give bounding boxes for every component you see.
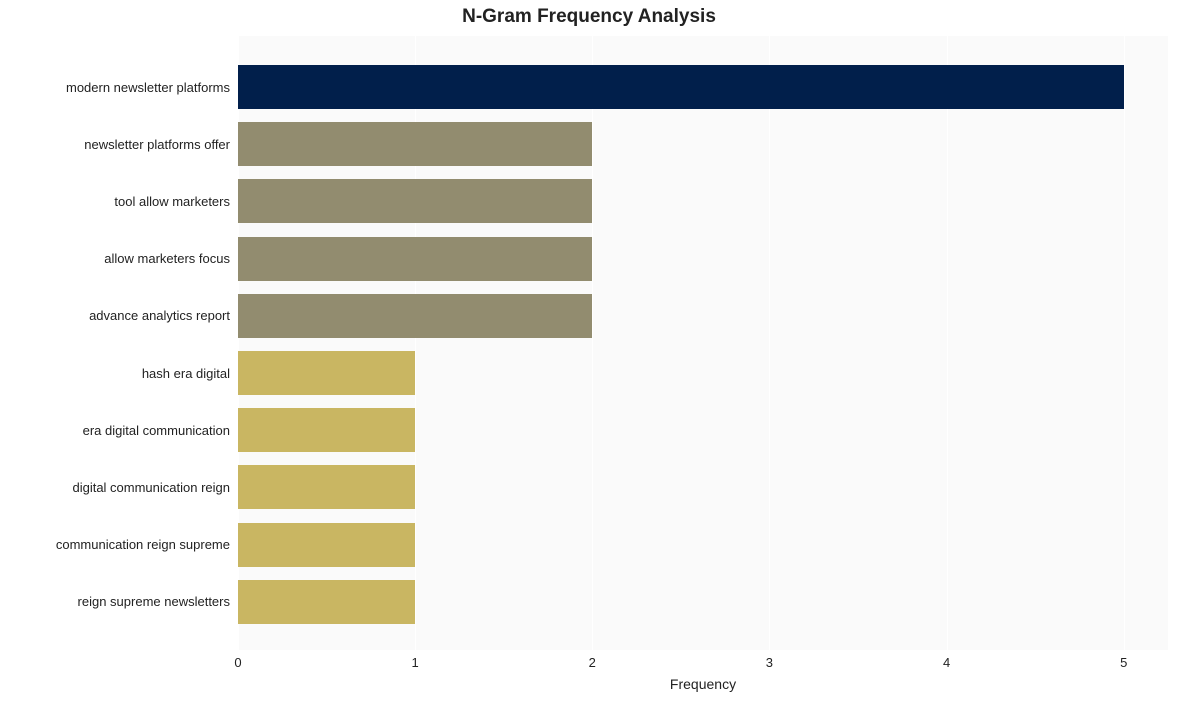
bar	[238, 351, 415, 395]
x-tick-label: 1	[412, 655, 419, 670]
bar	[238, 523, 415, 567]
bar	[238, 65, 1124, 109]
bar	[238, 580, 415, 624]
y-tick-label: tool allow marketers	[0, 179, 230, 223]
grid-line	[769, 36, 770, 650]
x-axis-label: Frequency	[238, 676, 1168, 692]
y-tick-label: modern newsletter platforms	[0, 65, 230, 109]
grid-line	[592, 36, 593, 650]
x-tick-label: 3	[766, 655, 773, 670]
bar	[238, 465, 415, 509]
bar	[238, 122, 592, 166]
x-tick-label: 2	[589, 655, 596, 670]
y-tick-label: allow marketers focus	[0, 237, 230, 281]
x-tick-label: 0	[234, 655, 241, 670]
bar	[238, 237, 592, 281]
chart-title: N-Gram Frequency Analysis	[0, 6, 1178, 28]
bar	[238, 179, 592, 223]
grid-line	[947, 36, 948, 650]
y-tick-label: reign supreme newsletters	[0, 580, 230, 624]
y-tick-label: hash era digital	[0, 351, 230, 395]
x-tick-label: 5	[1120, 655, 1127, 670]
y-tick-label: advance analytics report	[0, 294, 230, 338]
grid-line	[1124, 36, 1125, 650]
y-tick-label: era digital communication	[0, 408, 230, 452]
y-tick-label: digital communication reign	[0, 465, 230, 509]
ngram-bar-chart: N-Gram Frequency Analysis Frequency 0 1 2 3…	[0, 0, 1178, 701]
bar	[238, 294, 592, 338]
plot-area	[238, 36, 1168, 650]
bar	[238, 408, 415, 452]
x-tick-label: 4	[943, 655, 950, 670]
y-tick-label: newsletter platforms offer	[0, 122, 230, 166]
y-tick-label: communication reign supreme	[0, 523, 230, 567]
